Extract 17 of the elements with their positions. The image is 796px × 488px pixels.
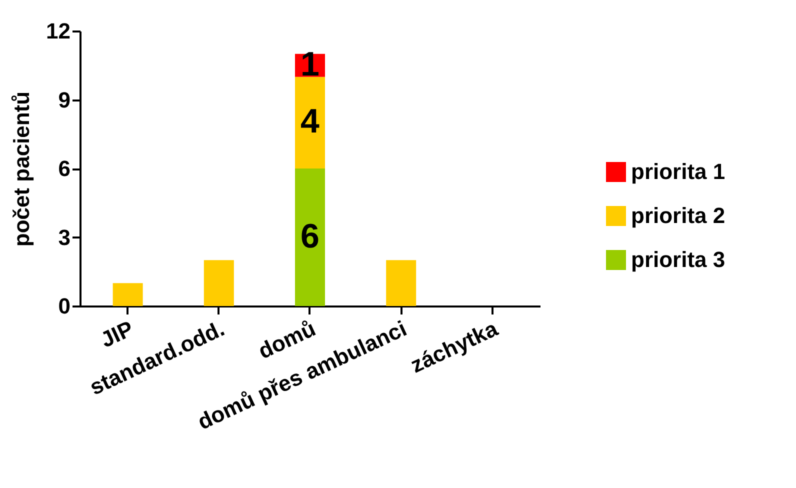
- legend-label: priorita 3: [631, 247, 726, 272]
- bar: [386, 260, 416, 306]
- data-label: 4: [300, 102, 320, 141]
- data-label: 1: [300, 45, 320, 84]
- y-axis-title: počet pacientů: [9, 91, 34, 247]
- y-tick-label: 9: [58, 87, 70, 112]
- y-tick-label: 12: [46, 18, 70, 44]
- bar: [112, 283, 143, 306]
- bar: [204, 260, 234, 306]
- y-tick-label: 0: [58, 294, 70, 318]
- legend-label: priorita 2: [631, 203, 726, 228]
- y-tick-label: 3: [58, 224, 70, 250]
- bar: [295, 168, 325, 306]
- legend-label: priorita 1: [631, 159, 726, 184]
- bar: [295, 76, 325, 168]
- y-tick-label: 6: [58, 156, 70, 181]
- data-label: 6: [300, 217, 320, 256]
